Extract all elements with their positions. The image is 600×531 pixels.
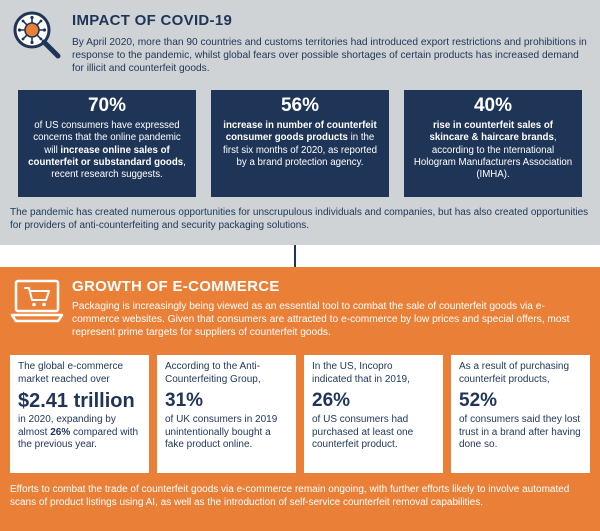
ecommerce-title: GROWTH OF E-COMMERCE (72, 278, 280, 295)
covid-stat-card: 56% increase in number of counterfeit co… (211, 90, 389, 197)
stat-text: of US consumers have expressed concerns … (28, 120, 186, 181)
ecommerce-stat-card: The global e-commerce market reached ove… (10, 355, 149, 473)
stat-value: 52% (459, 390, 498, 411)
stat-text: in 2020, expanding by almost 26% compare… (18, 414, 139, 450)
stat-lead: According to the Anti-Counterfeiting Gro… (165, 361, 261, 385)
stat-value: 31% (165, 390, 204, 411)
ecommerce-stat-card: In the US, Incopro indicated that in 201… (304, 355, 443, 473)
stat-value: 40% (473, 95, 513, 116)
laptop-cart-icon (10, 279, 64, 323)
stat-text: of US consumers had purchased at least o… (312, 414, 414, 450)
ecommerce-stat-card: According to the Anti-Counterfeiting Gro… (157, 355, 296, 473)
covid-title: IMPACT OF COVID-19 (72, 12, 233, 29)
stat-value: 56% (280, 95, 320, 116)
stat-lead: In the US, Incopro indicated that in 201… (312, 361, 410, 385)
covid-stat-card: 70% of US consumers have expressed conce… (18, 90, 196, 197)
stat-text: of UK consumers in 2019 unintentionally … (165, 414, 278, 450)
stat-lead: As a result of purchasing counterfeit pr… (459, 361, 570, 385)
stat-text: rise in counterfeit sales of skincare & … (413, 120, 573, 181)
section-connector (294, 245, 296, 267)
covid-intro: By April 2020, more than 90 countries an… (72, 37, 587, 74)
stat-text: of consumers said they lost trust in a b… (459, 414, 581, 450)
ecommerce-note: Efforts to combat the trade of counterfe… (10, 484, 570, 508)
stat-value: 70% (87, 95, 127, 116)
stat-lead: The global e-commerce market reached ove… (18, 361, 124, 385)
stat-value: $2.41 trillion (18, 390, 135, 412)
stat-text: increase in number of counterfeit consum… (223, 120, 377, 168)
covid-note: The pandemic has created numerous opport… (10, 207, 589, 231)
ecommerce-stat-card: As a result of purchasing counterfeit pr… (451, 355, 590, 473)
magnifier-virus-icon (13, 11, 61, 59)
stat-value: 26% (312, 390, 351, 411)
covid-stat-card: 40% rise in counterfeit sales of skincar… (404, 90, 582, 197)
ecommerce-intro: Packaging is increasingly being viewed a… (72, 301, 570, 338)
